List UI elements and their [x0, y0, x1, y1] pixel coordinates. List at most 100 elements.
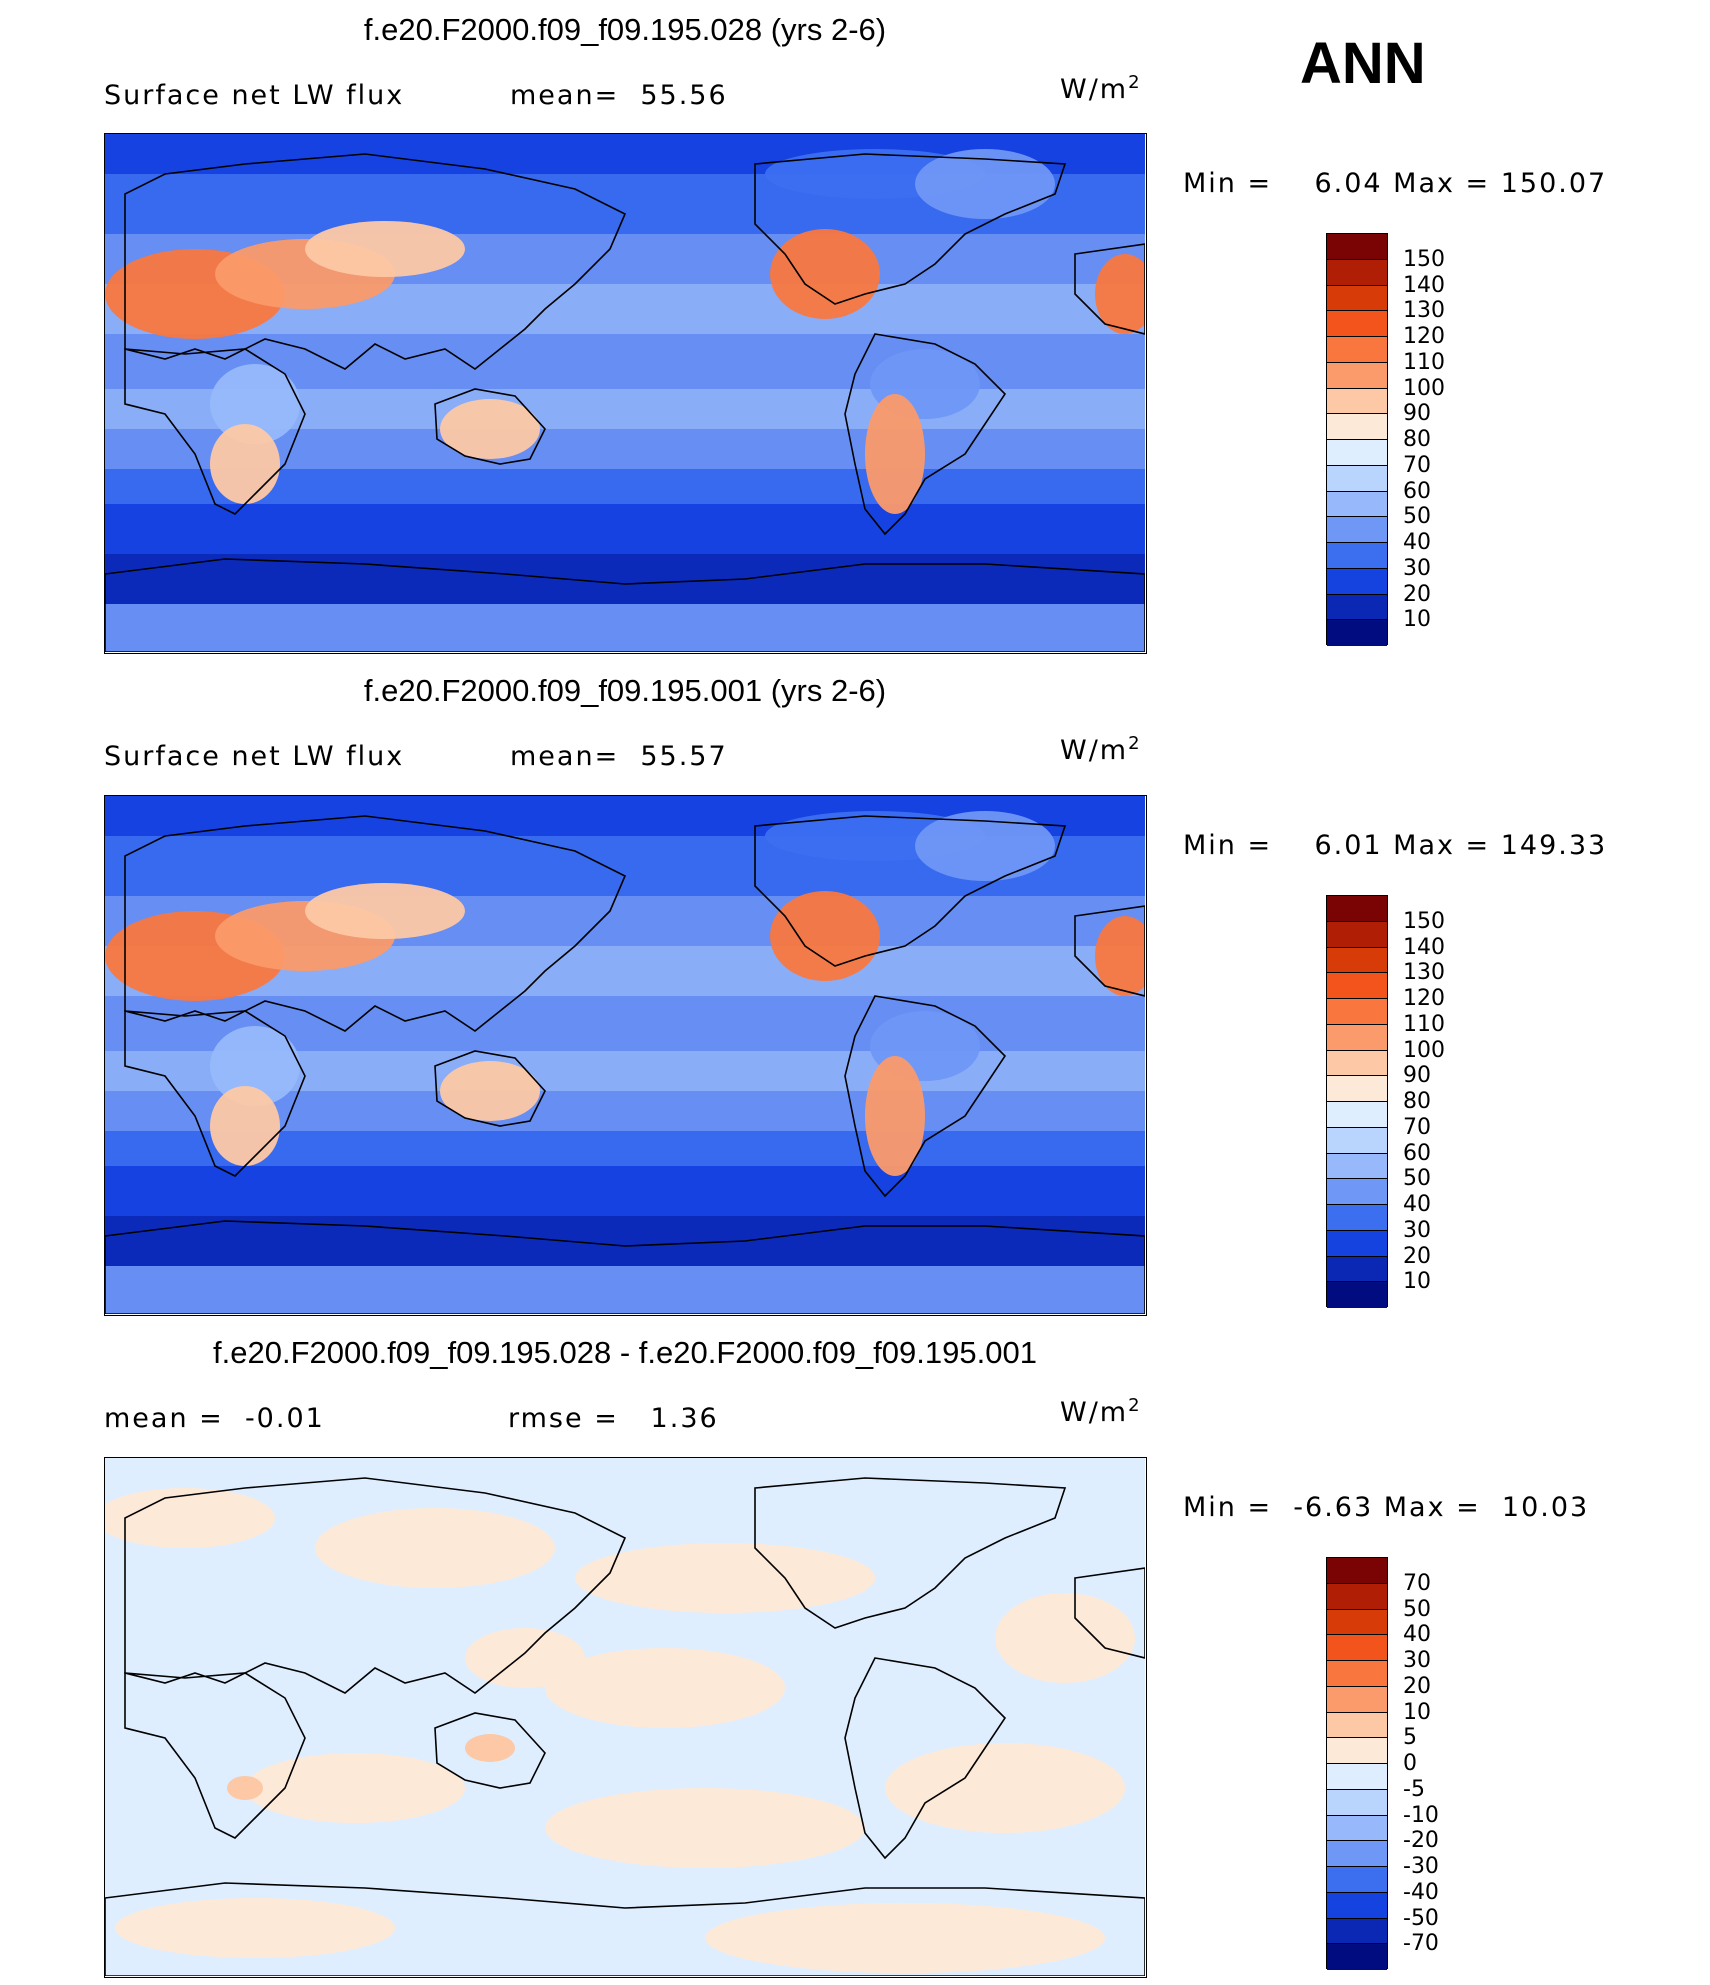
colorbar-swatch: [1327, 1230, 1387, 1257]
colorbar-tick-label: -70: [1403, 1931, 1439, 1957]
coastline: [434, 1712, 546, 1789]
colorbar-swatch: [1327, 285, 1387, 312]
panel-1-map-field: [105, 134, 1145, 652]
latitude-band: [105, 504, 1145, 554]
colorbar-tick-label: -30: [1403, 1854, 1439, 1879]
colorbar-tick-label: -40: [1403, 1879, 1439, 1905]
colorbar-swatch: [1327, 491, 1387, 518]
colorbar-swatch: [1327, 999, 1387, 1025]
flux-region: [210, 1086, 280, 1166]
coastline: [754, 153, 1067, 305]
colorbar-tick-label: 150: [1403, 908, 1445, 934]
colorbar-swatch: [1327, 1764, 1387, 1790]
colorbar-swatch: [1327, 1127, 1387, 1154]
colorbar-tick-label: 10: [1403, 607, 1431, 633]
colorbar-tick-label: 70: [1403, 1114, 1431, 1140]
flux-region: [770, 891, 880, 981]
panel-2-min-max: Min = 6.01 Max = 149.33: [1183, 830, 1608, 861]
colorbar-swatch: [1327, 1153, 1387, 1180]
colorbar-swatch: [1327, 1686, 1387, 1713]
coastline: [105, 558, 1145, 652]
panel-3-min-max: Min = -6.63 Max = 10.03: [1183, 1492, 1590, 1523]
colorbar-swatch: [1327, 1789, 1387, 1816]
positive-anomaly: [465, 1628, 585, 1688]
colorbar-tick-label: 0: [1403, 1751, 1417, 1776]
colorbar-tick-label: 20: [1403, 581, 1431, 607]
coastline: [1074, 1567, 1145, 1659]
coastline: [1074, 905, 1145, 997]
colorbar-swatch: [1327, 414, 1387, 440]
panel-2-units: W/m2: [1060, 733, 1142, 766]
colorbar-swatch: [1327, 1076, 1387, 1102]
panel-1-units: W/m2: [1060, 72, 1142, 105]
flux-region: [440, 399, 540, 459]
season-label: ANN: [1300, 31, 1426, 96]
panel-2-map: [104, 795, 1147, 1316]
positive-anomaly: [315, 1508, 555, 1588]
colorbar-swatch: [1327, 1635, 1387, 1661]
flux-region: [915, 149, 1055, 219]
panel-1-variable-label: Surface net LW flux: [104, 80, 405, 111]
colorbar-swatch: [1327, 362, 1387, 389]
colorbar-tick-label: 90: [1403, 1063, 1431, 1089]
colorbar-swatch: [1327, 896, 1387, 922]
flux-region: [1095, 916, 1145, 996]
coastline: [434, 1050, 546, 1127]
colorbar-tick-label: 50: [1403, 504, 1431, 530]
colorbar-tick-label: 90: [1403, 401, 1431, 427]
colorbar-tick-label: 130: [1403, 298, 1445, 324]
latitude-band: [105, 554, 1145, 604]
panel-3-map: [104, 1457, 1147, 1978]
colorbar-tick-label: 30: [1403, 1648, 1431, 1673]
positive-anomaly: [995, 1593, 1135, 1683]
colorbar-tick-label: 40: [1403, 530, 1431, 555]
panel-3-map-field: [105, 1458, 1145, 1976]
colorbar-swatch: [1327, 1282, 1387, 1308]
colorbar-swatch: [1327, 440, 1387, 466]
colorbar-swatch: [1327, 1738, 1387, 1764]
panel-1-mean-label: mean= 55.56: [510, 80, 728, 111]
colorbar-swatch: [1327, 337, 1387, 363]
colorbar-tick-label: -5: [1403, 1776, 1425, 1802]
flux-region: [770, 229, 880, 319]
colorbar-tick-label: 60: [1403, 1140, 1431, 1166]
panel-2-variable-label: Surface net LW flux: [104, 741, 405, 772]
colorbar-swatch: [1327, 465, 1387, 492]
panel-2-colorbar: [1326, 895, 1388, 1308]
colorbar-tick-label: -20: [1403, 1828, 1439, 1854]
colorbar-tick-label: 40: [1403, 1622, 1431, 1648]
panel-2-mean-label: mean= 55.57: [510, 741, 728, 772]
colorbar-swatch: [1327, 1892, 1387, 1919]
colorbar-swatch: [1327, 973, 1387, 999]
colorbar-swatch: [1327, 1609, 1387, 1636]
colorbar-tick-label: 50: [1403, 1596, 1431, 1622]
colorbar-swatch: [1327, 543, 1387, 569]
colorbar-tick-label: 30: [1403, 1217, 1431, 1243]
colorbar-tick-label: 50: [1403, 1166, 1431, 1192]
colorbar-swatch: [1327, 1815, 1387, 1842]
colorbar-swatch: [1327, 620, 1387, 646]
colorbar-swatch: [1327, 947, 1387, 974]
positive-anomaly: [245, 1753, 465, 1823]
coastline: [124, 1672, 306, 1839]
colorbar-tick-label: 30: [1403, 555, 1431, 581]
coastline: [105, 1220, 1145, 1314]
panel-3-mean-label: mean = -0.01: [104, 1403, 325, 1434]
positive-anomaly: [105, 1488, 275, 1548]
colorbar-tick-label: 110: [1403, 1011, 1445, 1037]
positive-anomaly: [545, 1648, 785, 1728]
colorbar-tick-label: 130: [1403, 960, 1445, 986]
colorbar-swatch: [1327, 1050, 1387, 1077]
coastline: [124, 348, 306, 515]
colorbar-tick-label: 100: [1403, 1037, 1445, 1063]
colorbar-tick-label: 60: [1403, 478, 1431, 504]
positive-anomaly: [115, 1898, 395, 1958]
latitude-band: [105, 1266, 1145, 1314]
panel-3-colorbar: [1326, 1557, 1388, 1970]
positive-anomaly: [227, 1776, 263, 1800]
colorbar-tick-label: -10: [1403, 1802, 1439, 1828]
panel-1-map: [104, 133, 1147, 654]
colorbar-tick-label: 70: [1403, 1570, 1431, 1596]
colorbar-swatch: [1327, 1841, 1387, 1867]
colorbar-tick-label: -50: [1403, 1905, 1439, 1931]
